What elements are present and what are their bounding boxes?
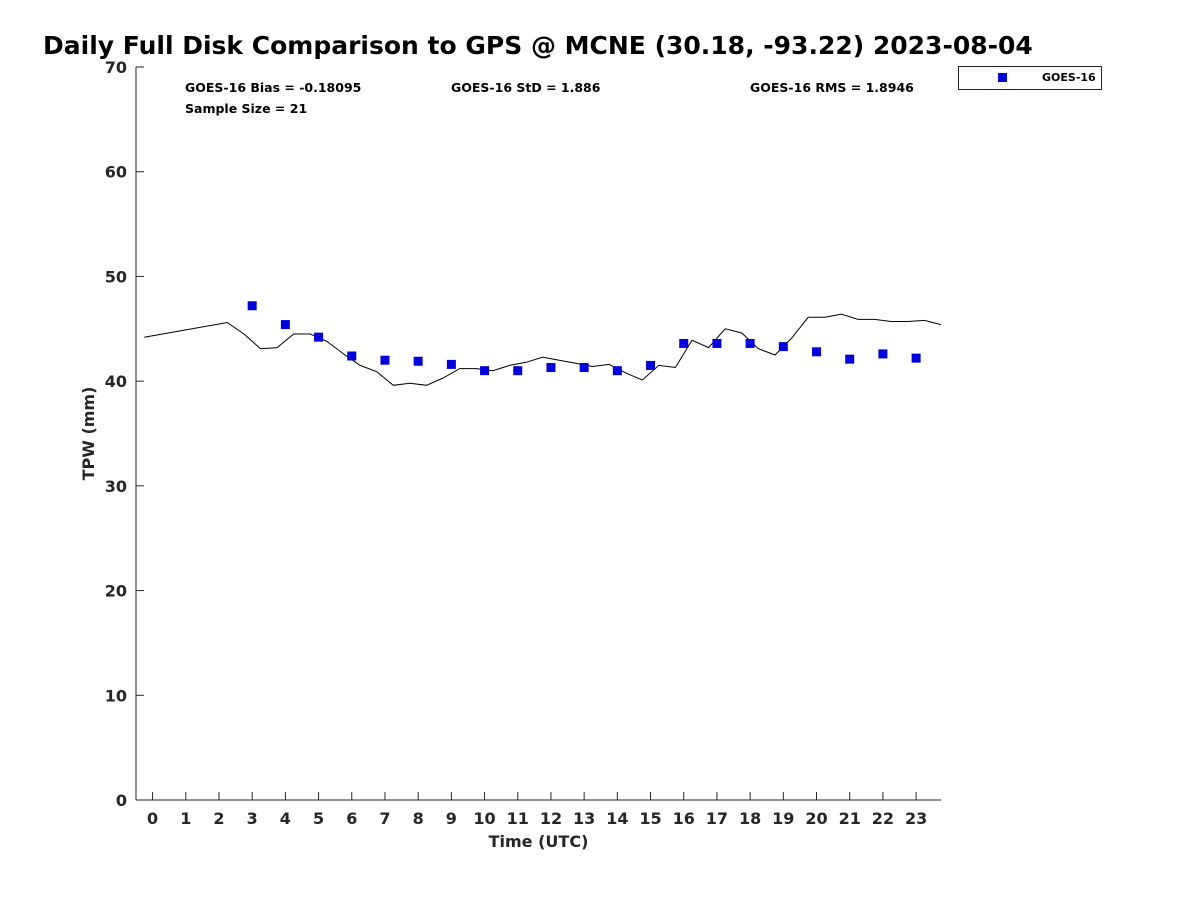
stat-sample-size: Sample Size = 21	[185, 101, 307, 116]
x-tick-label: 10	[473, 809, 495, 828]
x-tick-label: 11	[507, 809, 529, 828]
goes16-data-point	[347, 351, 357, 361]
goes16-data-point	[513, 366, 523, 376]
legend-marker	[998, 73, 1007, 82]
x-tick-label: 3	[247, 809, 258, 828]
goes16-data-point	[911, 353, 921, 363]
x-tick-label: 7	[379, 809, 390, 828]
y-axis-ticks: 0 10 20 30 40 50 60 70	[105, 58, 144, 810]
legend-box	[958, 66, 1102, 90]
goes16-data-point	[812, 347, 822, 357]
y-tick-label: 70	[105, 58, 127, 77]
x-tick-label: 2	[213, 809, 224, 828]
goes16-data-point	[314, 332, 324, 342]
goes16-data-point	[579, 363, 589, 373]
goes16-data-point	[745, 338, 755, 348]
x-tick-label: 13	[573, 809, 595, 828]
goes16-data-point	[247, 301, 257, 311]
x-tick-label: 21	[839, 809, 861, 828]
plot-area	[136, 67, 941, 800]
x-tick-label: 12	[540, 809, 562, 828]
goes16-data-point	[712, 338, 722, 348]
stat-std: GOES-16 StD = 1.886	[451, 80, 601, 95]
stat-bias: GOES-16 Bias = -0.18095	[185, 80, 361, 95]
x-tick-label: 17	[706, 809, 728, 828]
goes16-data-point	[446, 359, 456, 369]
goes16-data-point	[679, 338, 689, 348]
x-tick-label: 6	[346, 809, 357, 828]
goes16-data-point	[546, 363, 556, 373]
gps-line-series	[144, 313, 942, 386]
x-tick-label: 23	[905, 809, 927, 828]
y-tick-label: 30	[105, 477, 127, 496]
x-tick-label: 18	[739, 809, 761, 828]
x-tick-label: 22	[872, 809, 894, 828]
legend-label-goes16: GOES-16	[1042, 71, 1096, 84]
stat-rms: GOES-16 RMS = 1.8946	[750, 80, 914, 95]
x-tick-label: 9	[446, 809, 457, 828]
chart-title: Daily Full Disk Comparison to GPS @ MCNE…	[43, 31, 1033, 60]
x-tick-label: 5	[313, 809, 324, 828]
y-tick-label: 50	[105, 267, 127, 286]
y-tick-label: 10	[105, 686, 127, 705]
y-tick-label: 20	[105, 582, 127, 601]
x-tick-label: 20	[805, 809, 827, 828]
goes16-data-point	[612, 366, 622, 376]
goes16-data-point	[380, 355, 390, 365]
goes16-data-point	[280, 320, 290, 330]
x-tick-label: 14	[606, 809, 628, 828]
gps-tpw-line	[144, 313, 942, 386]
y-axis-label: TPW (mm)	[79, 387, 98, 481]
goes16-data-point	[646, 360, 656, 370]
x-tick-label: 0	[147, 809, 158, 828]
x-tick-label: 19	[772, 809, 794, 828]
x-axis-ticks: 0 1 2 3 4 5 6 7 8 9 10 11 12 13 14 15 16 17 18 19 20 21 22 23	[147, 792, 927, 828]
x-tick-label: 4	[280, 809, 291, 828]
goes16-data-point	[878, 349, 888, 359]
goes16-point-series	[247, 301, 921, 376]
y-tick-label: 60	[105, 163, 127, 182]
goes16-data-point	[845, 354, 855, 364]
y-tick-label: 0	[116, 791, 127, 810]
legend: GOES-16	[958, 66, 1102, 90]
goes16-data-point	[480, 366, 490, 376]
x-tick-label: 8	[413, 809, 424, 828]
x-tick-label: 16	[673, 809, 695, 828]
y-tick-label: 40	[105, 372, 127, 391]
x-tick-label: 15	[639, 809, 661, 828]
x-tick-label: 1	[180, 809, 191, 828]
x-axis-label: Time (UTC)	[489, 832, 589, 851]
goes16-data-point	[413, 356, 423, 366]
goes16-data-point	[778, 342, 788, 352]
